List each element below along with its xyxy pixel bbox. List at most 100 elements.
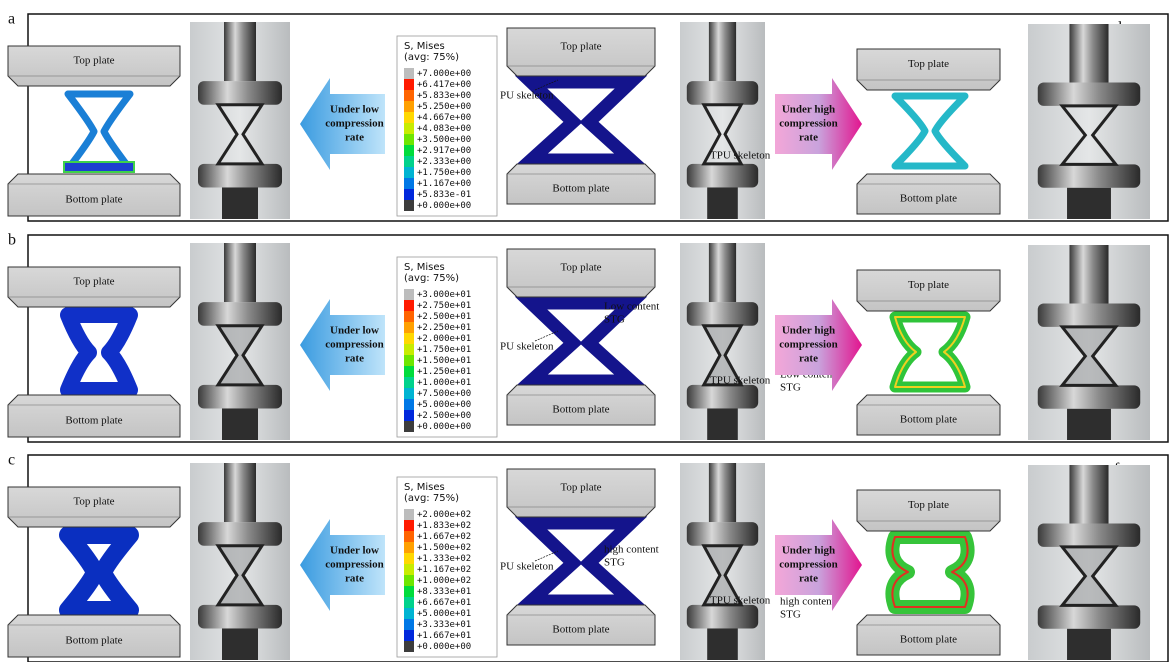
photo-ring	[687, 522, 758, 546]
legend-swatch	[404, 189, 414, 200]
photo-ring	[687, 605, 758, 629]
annotation: high content	[780, 596, 835, 608]
photo-ring	[198, 522, 282, 546]
legend-swatch	[404, 608, 414, 619]
deformed-skeleton	[68, 315, 130, 390]
legend-swatch	[404, 388, 414, 399]
deformed-skeleton	[68, 94, 130, 169]
arrow-label: Under low	[330, 545, 379, 557]
legend-value: +2.500e+00	[417, 411, 471, 421]
legend-swatch	[404, 90, 414, 101]
arrow-label: rate	[799, 132, 818, 144]
arrow-label: compression	[779, 559, 837, 571]
legend-subtitle: (avg: 75%)	[404, 493, 459, 504]
plate-label: Bottom plate	[65, 194, 122, 206]
legend-swatch	[404, 178, 414, 189]
legend-swatch	[404, 112, 414, 123]
photo-base	[222, 408, 258, 440]
legend-swatch	[404, 531, 414, 542]
legend-value: +5.833e-01	[417, 190, 471, 200]
photo-rod	[1069, 245, 1108, 304]
plate-label: Bottom plate	[900, 634, 957, 646]
legend-value: +1.000e+02	[417, 576, 471, 586]
legend-value: +5.000e+00	[417, 400, 471, 410]
photo-rod	[1069, 465, 1108, 524]
plate-label: Top plate	[908, 279, 949, 291]
annotation: PU skeleton	[500, 90, 554, 102]
legend-value: +2.500e+01	[417, 312, 471, 322]
photo-base	[1067, 409, 1111, 440]
photo-ring	[198, 605, 282, 629]
legend-swatch	[404, 586, 414, 597]
legend-value: +1.333e+02	[417, 554, 471, 564]
legend-subtitle: (avg: 75%)	[404, 52, 459, 63]
annotation: high content	[604, 544, 659, 556]
annotation: STG	[780, 609, 801, 621]
legend-value: +1.667e+01	[417, 631, 471, 641]
photo-rod	[709, 22, 736, 81]
legend-swatch	[404, 167, 414, 178]
photo-ring	[198, 302, 282, 326]
photo-ring	[1038, 304, 1140, 327]
annotation: PU skeleton	[500, 341, 554, 353]
photo-base	[707, 187, 738, 219]
leader	[535, 551, 558, 561]
photo-rod	[709, 463, 736, 522]
photo-base	[1067, 629, 1111, 660]
leader	[535, 331, 558, 341]
photo-ring	[198, 164, 282, 188]
legend-swatch	[404, 399, 414, 410]
annotation: Low content	[604, 301, 659, 313]
photo-rod	[1069, 24, 1108, 83]
photo-base	[222, 628, 258, 660]
legend-swatch	[404, 542, 414, 553]
legend-value: +1.833e+02	[417, 521, 471, 531]
arrow-label: Under high	[782, 104, 835, 116]
photo-rod	[224, 463, 256, 522]
legend-swatch	[404, 289, 414, 300]
legend-value: +2.750e+01	[417, 301, 471, 311]
arrow-label: rate	[345, 353, 364, 365]
legend-value: +1.500e+02	[417, 543, 471, 553]
deformed-skeleton	[895, 96, 965, 166]
photo-base	[222, 187, 258, 219]
legend-swatch	[404, 421, 414, 432]
plate-label: Top plate	[908, 499, 949, 511]
legend-swatch	[404, 575, 414, 586]
annotation: TPU skeleton	[710, 595, 771, 607]
legend-swatch	[404, 311, 414, 322]
photo-ring	[1038, 524, 1140, 547]
plate-label: Top plate	[73, 276, 114, 288]
photo-ring	[687, 302, 758, 326]
arrow-label: Under high	[782, 325, 835, 337]
legend-swatch	[404, 333, 414, 344]
deformed-skeleton	[895, 317, 965, 387]
legend-value: +1.500e+01	[417, 356, 471, 366]
legend-swatch	[404, 344, 414, 355]
legend-value: +1.167e+02	[417, 565, 471, 575]
photo-ring	[687, 385, 758, 409]
legend-swatch	[404, 145, 414, 156]
legend-swatch	[404, 377, 414, 388]
legend-value: +2.917e+00	[417, 146, 471, 156]
legend-swatch	[404, 200, 414, 211]
legend-value: +3.500e+00	[417, 135, 471, 145]
photo-ring	[198, 385, 282, 409]
photo-ring	[198, 81, 282, 105]
legend-value: +6.667e+01	[417, 598, 471, 608]
legend-value: +2.333e+00	[417, 157, 471, 167]
photo-rod	[224, 243, 256, 302]
deformed-skeleton	[68, 535, 130, 610]
plate-label: Top plate	[73, 55, 114, 67]
legend-swatch	[404, 509, 414, 520]
legend-swatch	[404, 366, 414, 377]
legend-swatch	[404, 134, 414, 145]
arrow-label: compression	[325, 118, 383, 130]
plate-label: Bottom plate	[552, 404, 609, 416]
legend-value: +2.250e+01	[417, 323, 471, 333]
plate-label: Top plate	[560, 41, 601, 53]
legend-swatch	[404, 597, 414, 608]
legend-value: +1.667e+02	[417, 532, 471, 542]
photo-base	[707, 408, 738, 440]
legend-title: S, Mises	[404, 41, 445, 52]
